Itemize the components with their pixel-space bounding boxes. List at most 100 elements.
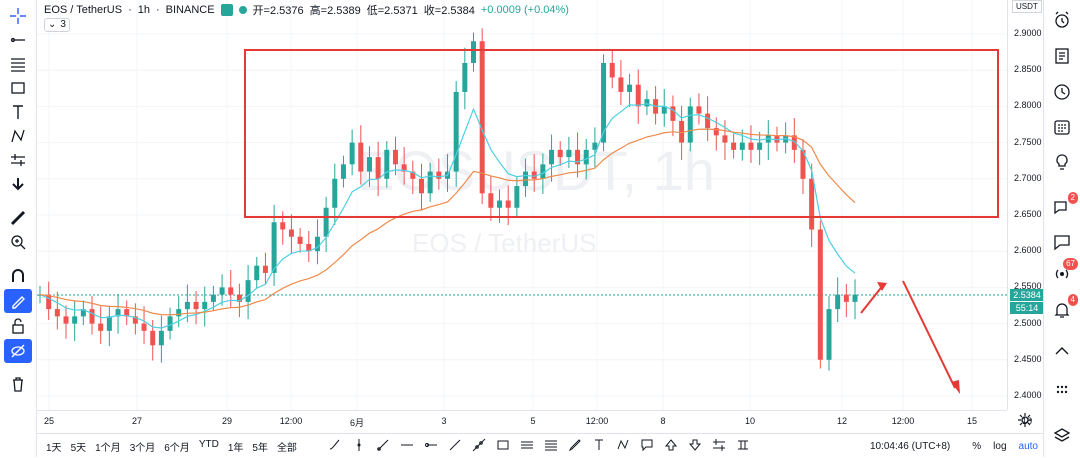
range-button[interactable]: 3个月 — [129, 442, 156, 454]
arrow-down-icon[interactable] — [4, 172, 32, 196]
trend-line-icon[interactable] — [4, 28, 32, 52]
annotation-arrow-down[interactable] — [902, 280, 956, 389]
streams-icon[interactable]: 67 — [1050, 258, 1078, 286]
price-range-icon[interactable] — [735, 437, 751, 453]
range-button[interactable]: 1天 — [46, 442, 62, 454]
brush-icon[interactable] — [327, 437, 343, 453]
time-tick: 10 — [744, 416, 756, 426]
candle-body — [644, 99, 650, 107]
annotation-box[interactable] — [244, 49, 999, 218]
chats-icon[interactable]: 2 — [1050, 192, 1078, 220]
time-axis[interactable]: 25 27 29 12:00 6月 3 5 12:00 8 10 12 12:00 15 18 — [37, 410, 1032, 433]
dots-grid-icon[interactable] — [1050, 378, 1074, 402]
lightbulb-icon[interactable] — [1050, 150, 1074, 174]
bottom-toolbar: 1天 5天 1个月 3个月 6个月 YTD 1年 5年 全部 10:04:46 (UTC+8) … — [37, 433, 1044, 458]
trash-icon[interactable] — [4, 372, 32, 396]
pencil-icon[interactable] — [567, 437, 583, 453]
arrow-up-icon[interactable] — [663, 437, 679, 453]
symbol-name[interactable]: EOS / TetherUS — [44, 4, 123, 16]
calendar-icon[interactable] — [1050, 115, 1074, 139]
alarm-clock-icon[interactable] — [1050, 8, 1074, 32]
clock[interactable]: 10:04:46 (UTC+8) — [869, 440, 951, 452]
text-icon[interactable] — [591, 437, 607, 453]
pattern-icon[interactable] — [4, 124, 32, 148]
ohlc-change: +0.0009 (+0.04%) — [480, 4, 569, 16]
horizontal-line-icon[interactable] — [399, 437, 415, 453]
notifications-bell-icon[interactable]: 4 — [1050, 294, 1078, 322]
range-button[interactable]: 1个月 — [95, 442, 121, 454]
ray-icon[interactable] — [375, 437, 391, 453]
layers-icon[interactable] — [1050, 424, 1074, 448]
parallel-channel-icon[interactable] — [519, 437, 535, 453]
candle-body — [471, 41, 477, 63]
price-tick: 2.4500 — [1014, 353, 1042, 364]
vertical-line-icon[interactable] — [351, 437, 367, 453]
lock-icon[interactable] — [4, 314, 32, 338]
watchlist-icon[interactable] — [1050, 44, 1074, 68]
chevron-collapse-icon[interactable] — [1050, 340, 1074, 364]
clock-icon[interactable] — [1050, 80, 1074, 104]
candle-body — [427, 171, 433, 194]
hide-drawings-icon[interactable] — [4, 339, 32, 363]
candlestick-chart[interactable]: EOSUSDT, 1h EOS / TetherUS — [37, 0, 1028, 410]
ruler-icon[interactable] — [4, 206, 32, 230]
time-tick: 8 — [660, 416, 666, 426]
candle-body — [705, 113, 711, 129]
range-button[interactable]: 5天 — [70, 442, 87, 454]
auto-toggle[interactable]: auto — [1018, 440, 1038, 452]
range-button[interactable]: 6个月 — [164, 442, 190, 454]
chart-pane[interactable]: EOSUSDT, 1h EOS / TetherUS — [37, 0, 1028, 410]
callout-icon[interactable] — [639, 437, 655, 453]
fib-icon[interactable] — [4, 52, 32, 76]
ohlc-close: 收=2.5384 — [423, 5, 475, 17]
candle-body — [202, 301, 208, 310]
candle-body — [852, 294, 858, 302]
candle-body — [323, 207, 329, 237]
candle-body — [375, 157, 381, 179]
percent-toggle[interactable]: % — [972, 440, 982, 452]
candle-body — [210, 294, 216, 302]
candle-body — [488, 193, 494, 208]
fib-retracement-icon[interactable] — [543, 437, 559, 453]
price-tick: 2.5500 — [1014, 281, 1042, 292]
candle-body — [713, 128, 719, 136]
watermark-ticker: EOSUSDT, 1h — [357, 139, 715, 202]
range-button[interactable]: 全部 — [276, 442, 297, 454]
range-button[interactable]: 5年 — [252, 442, 268, 454]
annotation-arrow-up[interactable] — [860, 283, 885, 314]
horizontal-ray-icon[interactable] — [423, 437, 439, 453]
trend-line-icon[interactable] — [447, 437, 463, 453]
magnet-icon[interactable] — [4, 264, 32, 288]
date-range-icon[interactable] — [711, 437, 727, 453]
prediction-icon[interactable] — [4, 148, 32, 172]
comments-icon[interactable] — [1050, 230, 1074, 254]
arrow-down-icon[interactable] — [687, 437, 703, 453]
flag-icon[interactable] — [220, 4, 233, 16]
range-button[interactable]: 1年 — [227, 442, 244, 454]
drawing-mode-icon[interactable] — [4, 289, 32, 313]
log-toggle[interactable]: log — [993, 440, 1007, 452]
candle-body — [583, 149, 589, 165]
zoom-icon[interactable] — [4, 230, 32, 254]
settings-gear-icon[interactable] — [1017, 412, 1033, 433]
rectangle-icon[interactable] — [4, 76, 32, 100]
price-tick: 2.6000 — [1014, 245, 1042, 256]
price-axis[interactable]: 2.9000 2.8500 2.8000 2.7500 2.7000 2.6500 2.60… — [1007, 0, 1045, 410]
text-icon[interactable] — [4, 100, 32, 124]
candle-body — [306, 243, 312, 252]
candle-body — [340, 164, 346, 179]
rectangle-icon[interactable] — [495, 437, 511, 453]
crosshair-icon[interactable] — [4, 4, 32, 28]
range-button[interactable]: YTD — [198, 438, 219, 450]
candle-body — [592, 142, 598, 150]
indicators-toggle[interactable]: ⌄ 3 — [44, 18, 70, 32]
pattern-icon[interactable] — [615, 437, 631, 453]
currency-label[interactable]: USDT — [1012, 0, 1042, 13]
symbol-interval[interactable]: 1h — [137, 4, 150, 16]
time-tick: 15 — [966, 416, 978, 426]
time-tick: 12:00 — [279, 416, 303, 426]
extended-line-icon[interactable] — [471, 437, 487, 453]
candle-body — [158, 330, 164, 346]
candle-body — [332, 178, 338, 208]
candle-body — [549, 149, 555, 165]
